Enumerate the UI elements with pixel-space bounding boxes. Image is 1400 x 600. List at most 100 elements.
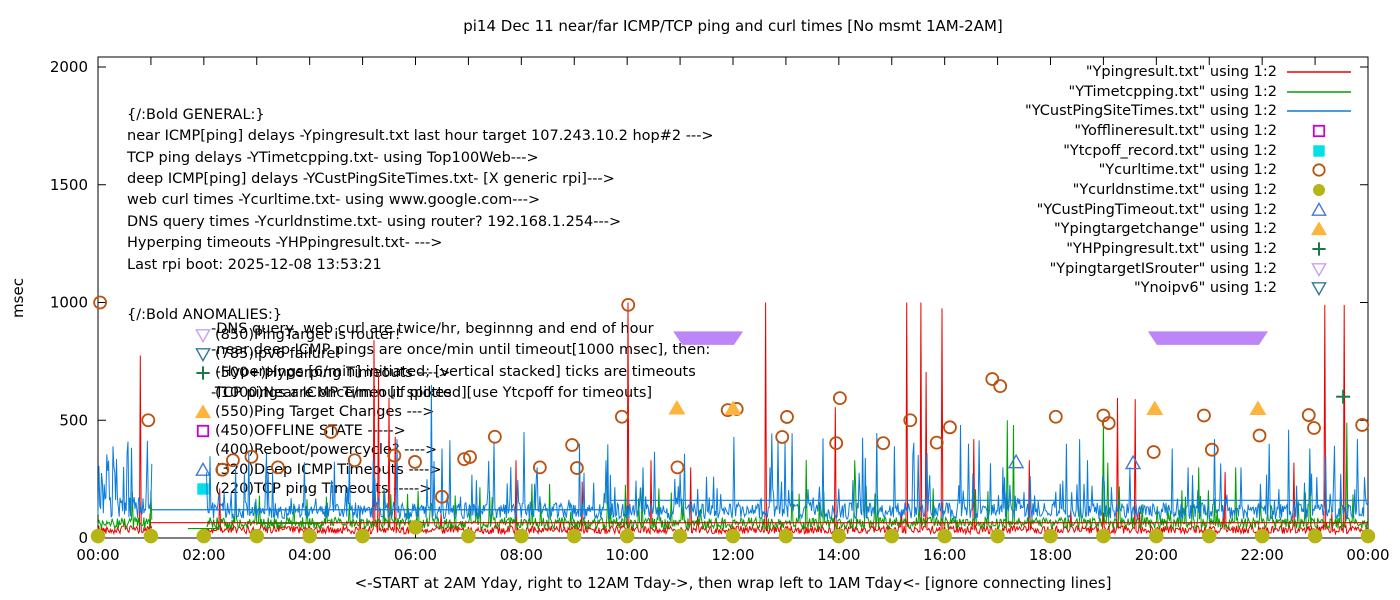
- triangle-up-filled-icon: [193, 403, 215, 421]
- x-tick-label: 18:00: [1029, 546, 1072, 564]
- general-note-line: -DNS query, web curl are twice/hr, begin…: [211, 320, 654, 337]
- legend-label: "Ytcpoff_record.txt" using 1:2: [1063, 142, 1277, 159]
- y-tick-label: 1000: [50, 294, 88, 312]
- anomaly-text: (1000)Near ICMP Timeout spikes: [215, 384, 452, 401]
- anomaly-text: (450)OFFLINE STATE ----->: [215, 423, 406, 440]
- legend-label: "YTimetcpping.txt" using 1:2: [1068, 83, 1277, 100]
- square-open-icon: [193, 422, 215, 440]
- legend-label: "Ynoipv6" using 1:2: [1133, 280, 1277, 297]
- plus-icon: [1283, 241, 1355, 257]
- line-sample-icon: [1283, 103, 1355, 119]
- anomaly-item: (500+)Hyperping Timeouts ---->: [193, 364, 452, 383]
- y-tick-label: 2000: [50, 58, 88, 76]
- legend-item: "YHPpingresult.txt" using 1:2: [1025, 239, 1355, 259]
- square-filled-icon: [193, 480, 215, 498]
- triangle-up-open-icon: [1283, 201, 1355, 218]
- square-open-icon: [1283, 123, 1355, 139]
- legend-item: "YCustPingTimeout.txt" using 1:2: [1025, 200, 1355, 220]
- x-tick-label: 22:00: [1241, 546, 1284, 564]
- anomalies-header: {/:Bold ANOMALIES:}: [127, 307, 283, 323]
- series-YCustPingSiteTimestxt: [97, 384, 1369, 521]
- flat-lines: [150, 499, 1368, 530]
- general-annotation-block: {/:Bold GENERAL:} near ICMP[ping] delays …: [127, 62, 714, 447]
- legend-label: "Ypingresult.txt" using 1:2: [1085, 63, 1277, 80]
- anomaly-item: (1000)Near ICMP Timeout spikes: [193, 383, 452, 402]
- triangle-down-open-icon: [1283, 280, 1355, 297]
- x-tick-label: 04:00: [288, 546, 331, 564]
- anomaly-text: (500+)Hyperping Timeouts ---->: [215, 365, 451, 382]
- plus-icon: [193, 364, 215, 382]
- scatter-YHPpingresulttxt: [1336, 389, 1351, 404]
- x-tick-label: 16:00: [923, 546, 966, 564]
- scatter-Ycurldnstimetxt: [90, 520, 1376, 544]
- anomaly-text: (785)ipv6 failure!: [215, 345, 342, 362]
- x-tick-label: 08:00: [500, 546, 543, 564]
- general-note-line: -TCP pings are once/min [if plotted][use…: [211, 385, 653, 402]
- general-line: web curl times -Ycurltime.txt- using www…: [127, 192, 541, 209]
- general-line: DNS query times -Ycurldnstime.txt- using…: [127, 213, 622, 230]
- anomaly-text: (850)PingTarget is router!: [215, 326, 401, 343]
- triangle-down-open-icon: [193, 326, 215, 344]
- general-line: Last rpi boot: 2025-12-08 13:53:21: [127, 256, 382, 273]
- general-line: {/:Bold GENERAL:}: [127, 106, 265, 123]
- legend-item: "Yofflineresult.txt" using 1:2: [1025, 121, 1355, 141]
- x-tick-label: 14:00: [817, 546, 860, 564]
- triangle-down-open-icon: [193, 345, 215, 363]
- x-tick-label: 06:00: [394, 546, 437, 564]
- triangle-down-open-icon: [1283, 261, 1355, 277]
- legend-item: "Ytcpoff_record.txt" using 1:2: [1025, 141, 1355, 161]
- scatter-Ypingtargetchange: [668, 400, 1267, 415]
- x-tick-label: 12:00: [711, 546, 754, 564]
- scatter-Ycurltimetxt: [93, 295, 1370, 504]
- legend-label: "YCustPingTimeout.txt" using 1:2: [1036, 201, 1277, 218]
- legend-item: "YpingtargetISrouter" using 1:2: [1025, 259, 1355, 279]
- anomaly-item: (550)Ping Target Changes --->: [193, 402, 452, 421]
- general-line: near ICMP[ping] delays -Ypingresult.txt …: [127, 128, 714, 145]
- legend-label: "Yofflineresult.txt" using 1:2: [1074, 122, 1277, 139]
- anomaly-item: (850)PingTarget is router!: [193, 325, 452, 344]
- anomaly-item: (450)OFFLINE STATE ----->: [193, 421, 452, 440]
- line-sample-icon: [1283, 84, 1355, 100]
- y-tick-label: 500: [59, 411, 88, 429]
- x-tick-label: 00:00: [76, 546, 119, 564]
- legend-item: "YTimetcpping.txt" using 1:2: [1025, 82, 1355, 102]
- legend-item: "Ypingresult.txt" using 1:2: [1025, 62, 1355, 82]
- general-note-line: -Hyperpings [6/min] initiated; [vertical…: [211, 363, 696, 380]
- triangle-up-open-icon: [193, 461, 215, 479]
- circle-filled-icon: [1283, 182, 1355, 198]
- line-sample-icon: [1283, 64, 1355, 80]
- legend-item: "Ynoipv6" using 1:2: [1025, 279, 1355, 299]
- chart-title: pi14 Dec 11 near/far ICMP/TCP ping and c…: [463, 17, 1003, 35]
- anomaly-text: (550)Ping Target Changes --->: [215, 403, 435, 420]
- legend-label: "Ycurldnstime.txt" using 1:2: [1072, 181, 1277, 198]
- general-lines: {/:Bold GENERAL:} near ICMP[ping] delays …: [127, 105, 714, 276]
- legend-item: "Ypingtargetchange" using 1:2: [1025, 220, 1355, 240]
- y-tick-label: 1500: [50, 176, 88, 194]
- x-axis-label: <-START at 2AM Yday, right to 12AM Tday-…: [354, 574, 1112, 592]
- general-line: deep ICMP[ping] delays -YCustPingSiteTim…: [127, 171, 615, 188]
- legend-label: "YpingtargetISrouter" using 1:2: [1049, 260, 1277, 277]
- general-line: Hyperping timeouts -YHPpingresult.txt- -…: [127, 235, 443, 252]
- legend-item: "YCustPingSiteTimes.txt" using 1:2: [1025, 101, 1355, 121]
- x-tick-label: 20:00: [1135, 546, 1178, 564]
- legend-label: "Ypingtargetchange" using 1:2: [1054, 221, 1277, 238]
- anomaly-text: (220)TCP ping Timeouts ----->: [215, 481, 432, 498]
- x-tick-label: 10:00: [606, 546, 649, 564]
- anomaly-item: (220)TCP ping Timeouts ----->: [193, 479, 452, 498]
- scatter-YCustPingTimeouttxt: [1007, 453, 1142, 470]
- general-note-line: -near,deep ICMP pings are once/min until…: [211, 342, 711, 359]
- general-line: TCP ping delays -YTimetcpping.txt- using…: [127, 149, 539, 166]
- legend-item: "Ycurltime.txt" using 1:2: [1025, 160, 1355, 180]
- anomaly-item: (785)ipv6 failure!: [193, 344, 452, 363]
- x-tick-label: 00:00: [1346, 546, 1389, 564]
- x-tick-label: 02:00: [182, 546, 225, 564]
- legend-item: "Ycurldnstime.txt" using 1:2: [1025, 180, 1355, 200]
- y-tick-label: 0: [78, 529, 88, 547]
- legend-label: "Ycurltime.txt" using 1:2: [1098, 162, 1277, 179]
- legend-label: "YHPpingresult.txt" using 1:2: [1066, 241, 1277, 258]
- pingtarget-is-router-bands: [673, 331, 1268, 345]
- square-filled-icon: [1283, 143, 1355, 159]
- circle-open-icon: [1283, 162, 1355, 178]
